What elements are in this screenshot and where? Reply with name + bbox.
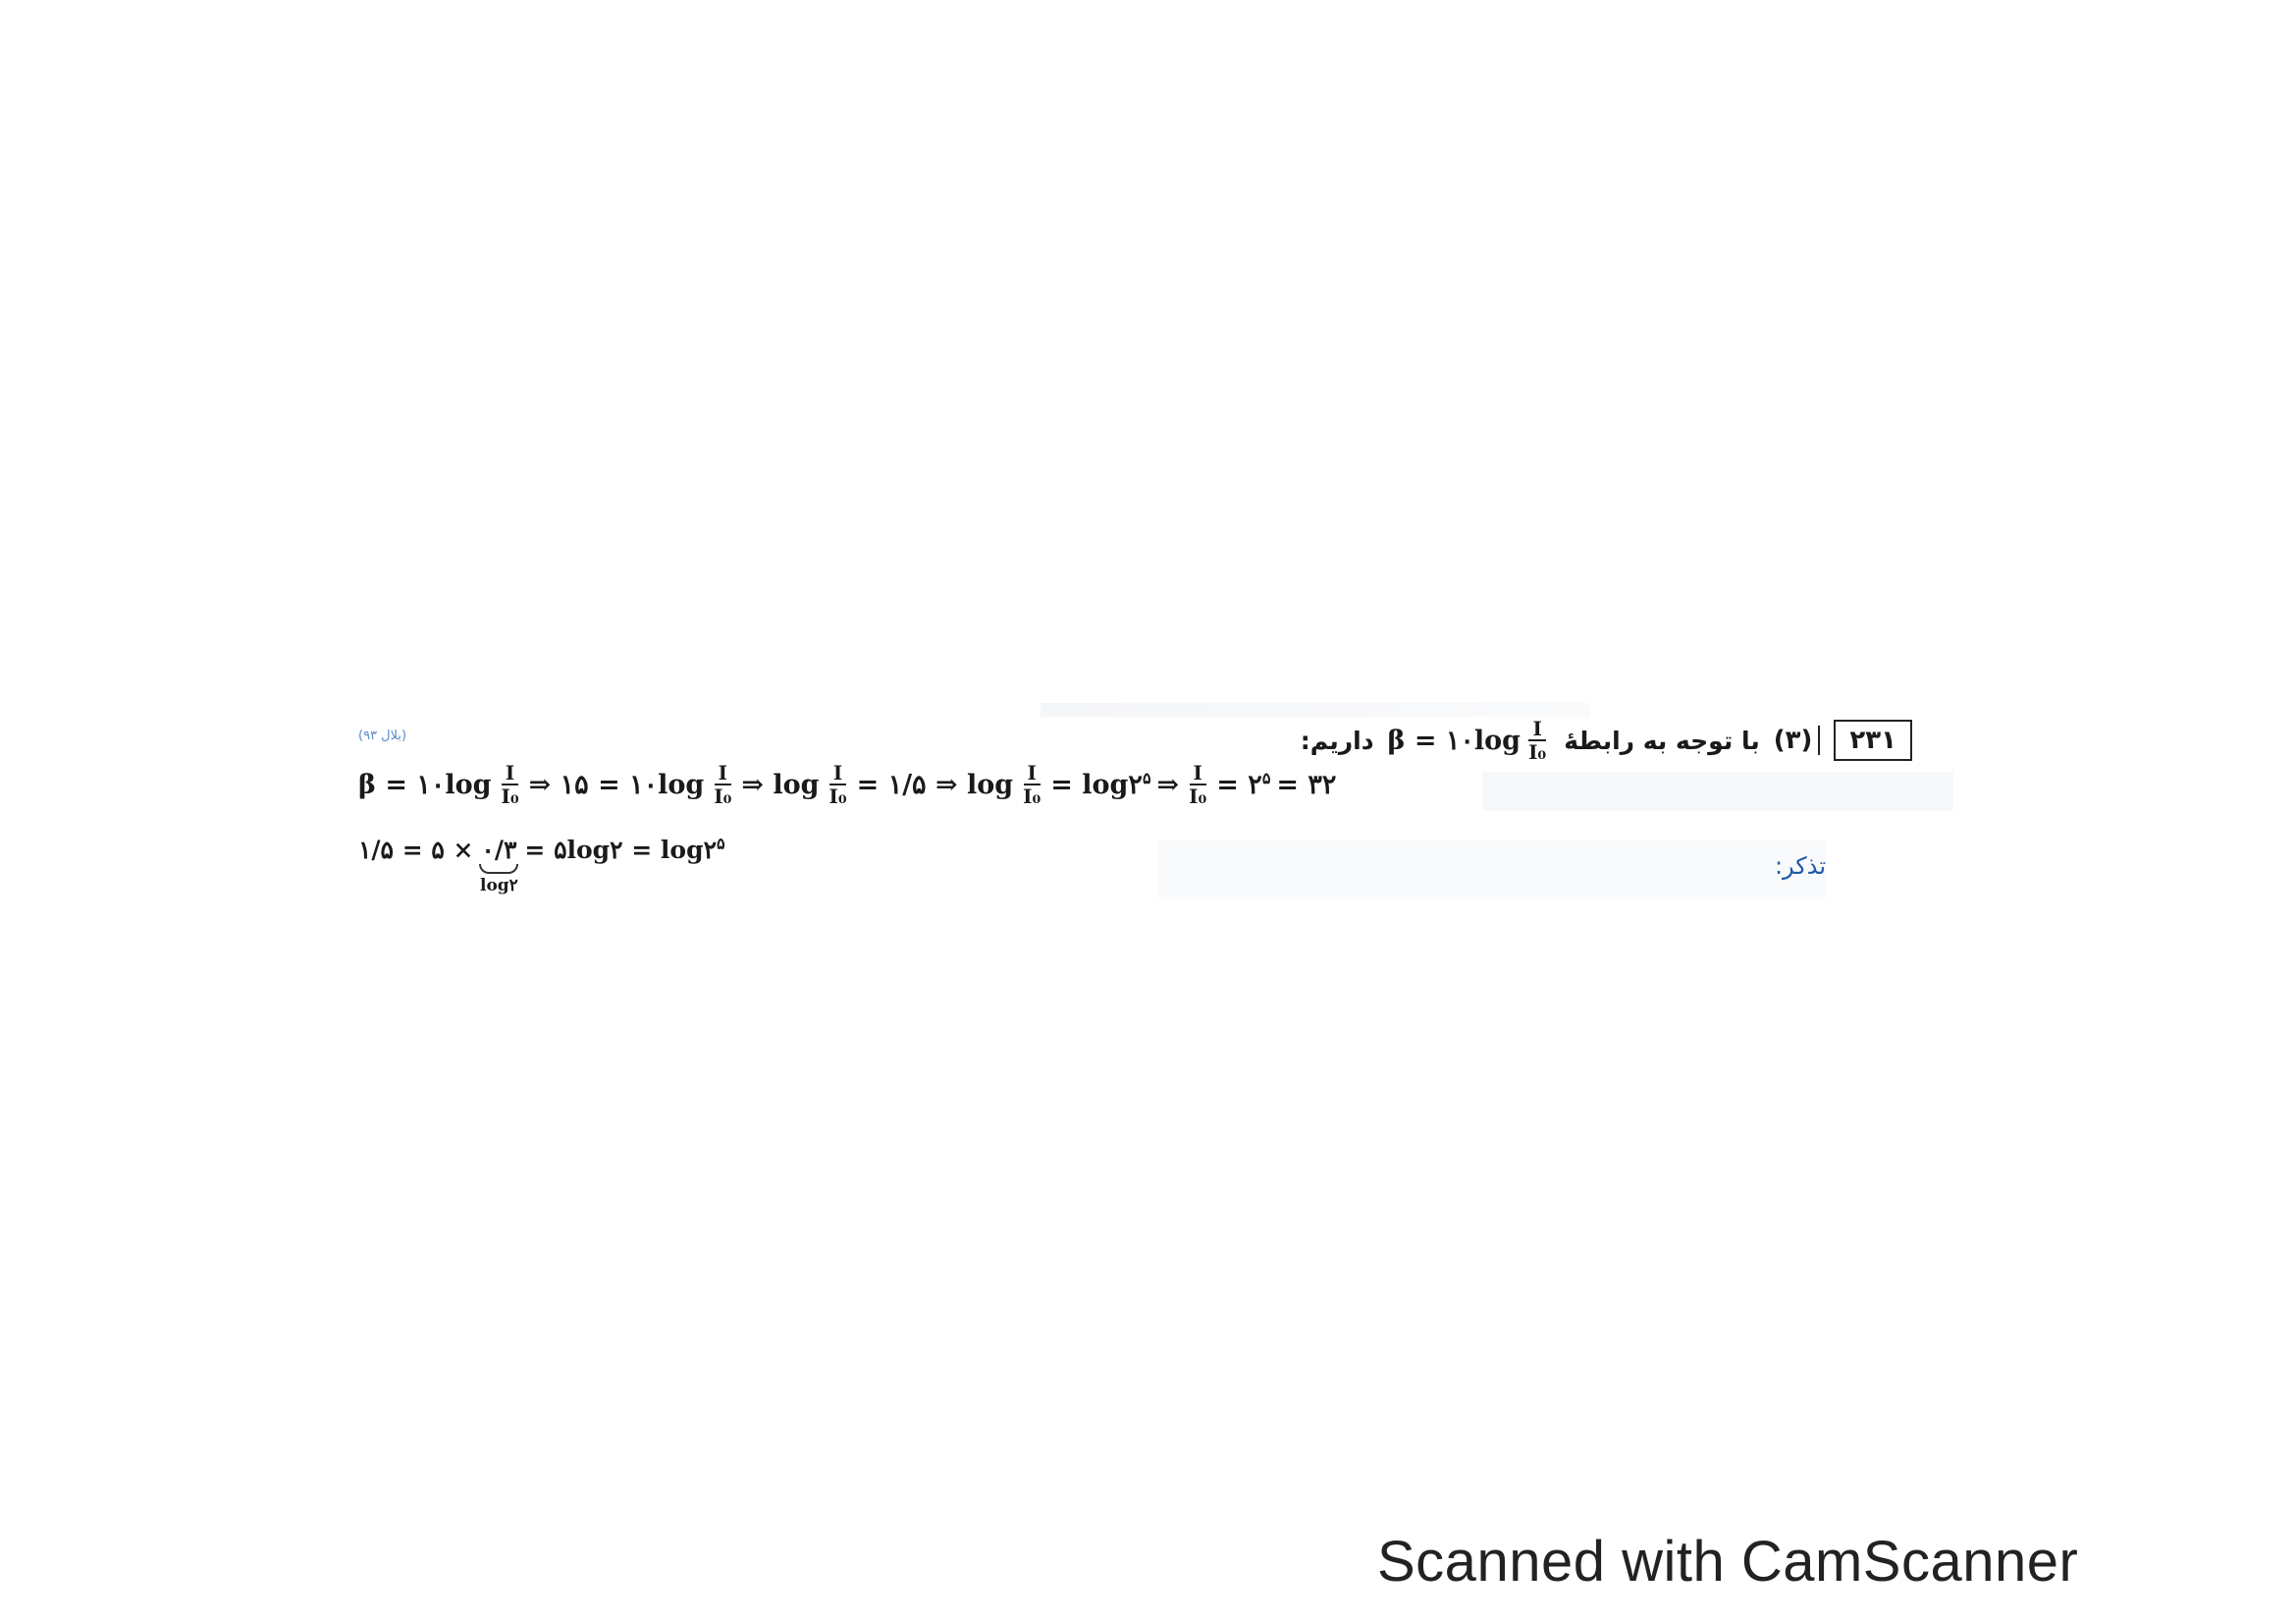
fraction-denominator: I₀ — [1189, 784, 1207, 808]
solution-strip: (بلال ۹۳) ۲۳۱ (۳) با توجه به رابطهٔ β = … — [353, 703, 1973, 929]
question-header: ۲۳۱ (۳) با توجه به رابطهٔ β = ۱۰log I I₀… — [1301, 711, 1912, 770]
fraction-numerator: I — [501, 762, 519, 785]
fraction-numerator: I — [828, 762, 847, 785]
eq-part: = log۲۵ — [1050, 770, 1150, 800]
fraction-numerator: I — [1528, 718, 1546, 741]
eq-part: = ۳۲ — [1276, 769, 1337, 800]
underbrace — [479, 864, 519, 874]
exponent: ۵ — [717, 834, 725, 853]
eq-fraction: I I₀ — [1021, 762, 1042, 807]
eq-part: β = ۱۰log — [358, 769, 492, 800]
eq-part: ⇒ — [1156, 769, 1180, 800]
note-label: تذکر: — [1774, 852, 1826, 880]
equation-line-1: β = ۱۰log I I₀ ⇒ ۱۵ = ۱۰log I I₀ ⇒ log I… — [358, 762, 1336, 807]
relation-fraction: I I₀ — [1526, 718, 1548, 763]
eq-text: = ۲ — [1216, 769, 1262, 800]
exponent: ۵ — [1261, 768, 1271, 787]
camscanner-watermark: Scanned with CamScanner — [1377, 1530, 2079, 1594]
answer-option: (۳) — [1774, 726, 1821, 755]
eq-fraction: I I₀ — [500, 762, 521, 807]
fraction-denominator: I₀ — [501, 784, 519, 808]
equation-line-2: ۱/۵ = ۵ × ۰/۳ log۲ = ۵log۲ = log۲۵ — [358, 836, 725, 895]
eq-part: = ۲۵ — [1216, 770, 1270, 800]
faded-background-text — [1482, 772, 1953, 811]
eq-part: = ۵log۲ = log۲۵ — [524, 836, 724, 864]
eq-part: ⇒ log — [741, 769, 820, 800]
fraction-denominator: I₀ — [714, 784, 732, 808]
eq-text: = ۵log۲ = log۲ — [524, 836, 718, 864]
eq-part: ⇒ ۱۵ = ۱۰log — [528, 769, 705, 800]
fraction-numerator: I — [1189, 762, 1206, 785]
eq-text: = log۲ — [1050, 769, 1143, 800]
eq-part: = ۱/۵ ⇒ log — [856, 769, 1014, 800]
fraction-denominator: I₀ — [1528, 740, 1547, 764]
fraction-numerator: I — [714, 762, 731, 785]
question-number: ۲۳۱ — [1834, 720, 1912, 761]
underbrace-label: log۲ — [480, 876, 518, 895]
fraction-denominator: I₀ — [828, 784, 847, 808]
eq-fraction: I I₀ — [712, 762, 733, 807]
underbrace-term: ۰/۳ log۲ — [479, 836, 519, 895]
fraction-denominator: I₀ — [1023, 784, 1041, 808]
braced-value: ۰/۳ — [481, 836, 517, 864]
reference-link[interactable]: (بلال ۹۳) — [358, 729, 407, 743]
eq-part: ۱/۵ = ۵ × — [358, 836, 474, 864]
intro-end-text: داریم: — [1300, 726, 1374, 755]
eq-fraction: I I₀ — [1187, 762, 1208, 807]
intro-text: با توجه به رابطهٔ — [1564, 726, 1760, 755]
relation-formula: β = ۱۰log I I₀ — [1388, 718, 1551, 763]
fraction-numerator: I — [1023, 762, 1041, 785]
faded-background-text — [1158, 840, 1826, 899]
eq-fraction: I I₀ — [828, 762, 849, 807]
relation-lhs: β = ۱۰log — [1387, 725, 1522, 756]
exponent: ۵ — [1142, 768, 1151, 787]
faded-background-text — [1041, 703, 1590, 717]
